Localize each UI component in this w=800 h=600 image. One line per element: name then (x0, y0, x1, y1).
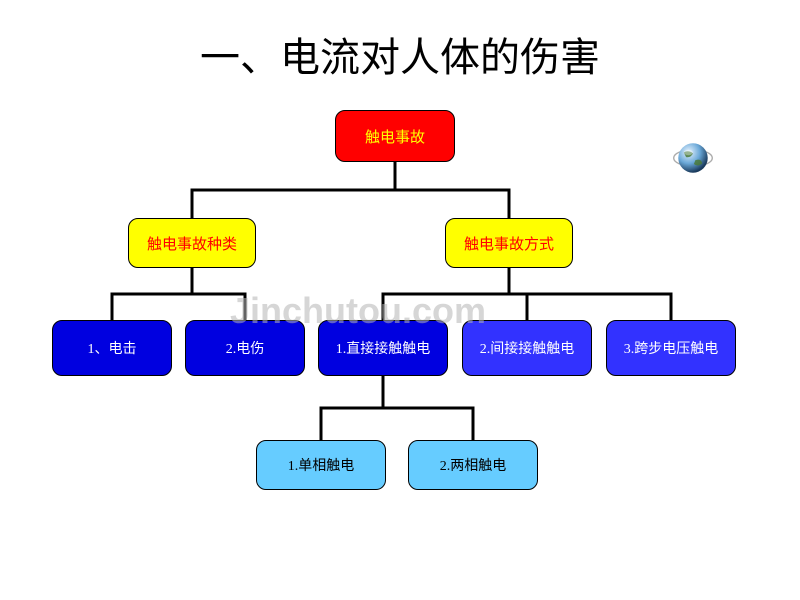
tree-node-n211: 1.单相触电 (256, 440, 386, 490)
page-title: 一、电流对人体的伤害 (0, 0, 800, 83)
tree-node-root: 触电事故 (335, 110, 455, 162)
tree-node-n11: 1、电击 (52, 320, 172, 376)
tree-node-n212: 2.两相触电 (408, 440, 538, 490)
tree-node-n23: 3.跨步电压触电 (606, 320, 736, 376)
tree-connectors (0, 0, 800, 600)
globe-icon (670, 135, 716, 181)
tree-node-n21: 1.直接接触触电 (318, 320, 448, 376)
tree-node-n22: 2.间接接触触电 (462, 320, 592, 376)
tree-node-cat1: 触电事故种类 (128, 218, 256, 268)
tree-node-cat2: 触电事故方式 (445, 218, 573, 268)
tree-node-n12: 2.电伤 (185, 320, 305, 376)
